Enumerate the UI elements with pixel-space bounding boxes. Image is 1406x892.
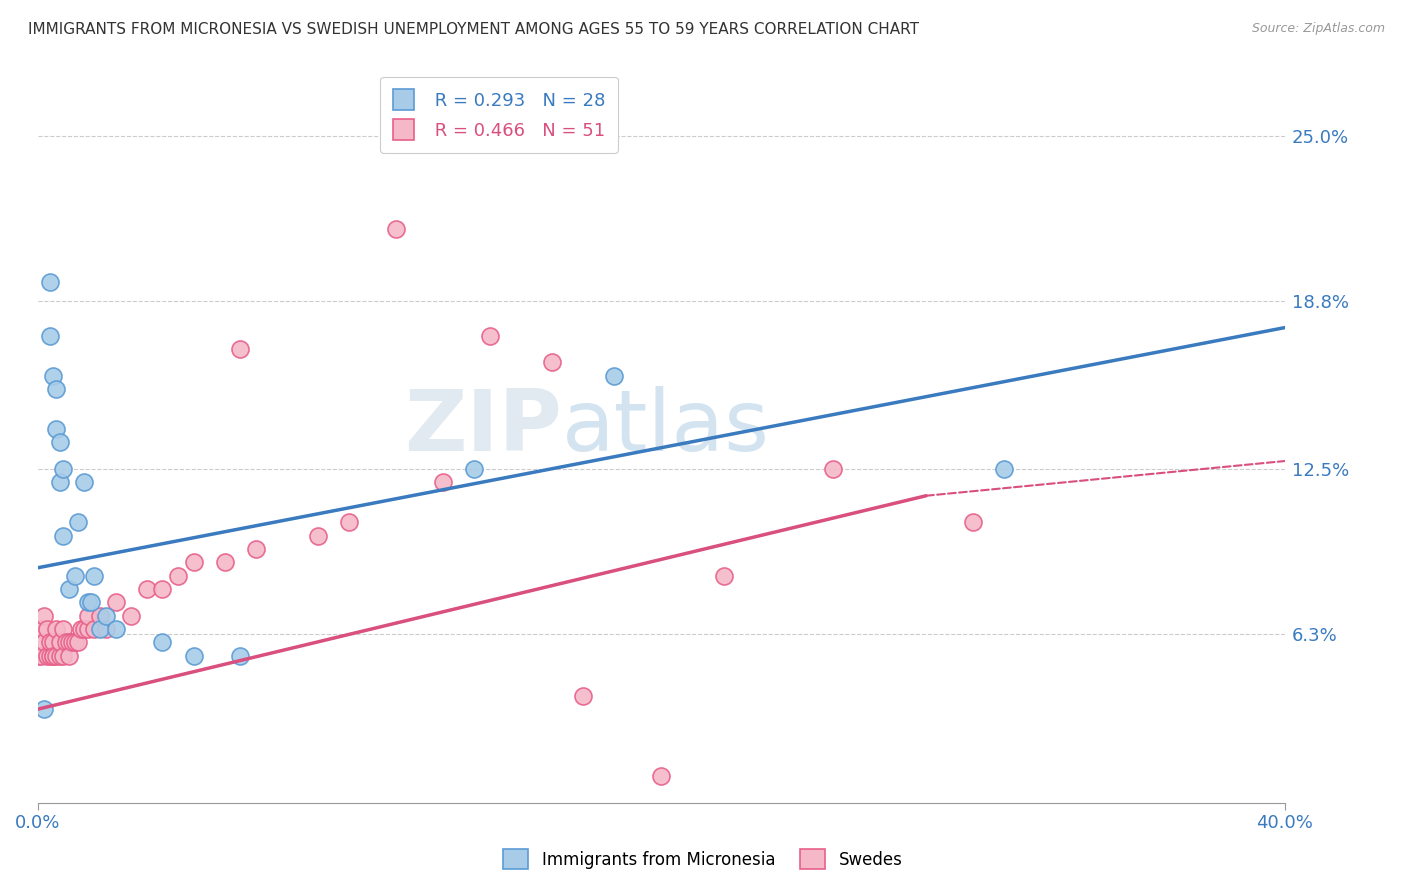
Text: IMMIGRANTS FROM MICRONESIA VS SWEDISH UNEMPLOYMENT AMONG AGES 55 TO 59 YEARS COR: IMMIGRANTS FROM MICRONESIA VS SWEDISH UN…: [28, 22, 920, 37]
Point: [35, 648, 58, 663]
Point: [104, 622, 127, 636]
Point: [463, 462, 485, 476]
Point: [39, 635, 62, 649]
Point: [96, 622, 118, 636]
Point: [120, 608, 142, 623]
Point: [993, 462, 1015, 476]
Point: [713, 569, 735, 583]
Point: [45, 422, 67, 436]
Point: [58, 635, 80, 649]
Point: [150, 582, 173, 596]
Point: [60, 635, 83, 649]
Point: [245, 542, 267, 557]
Point: [76, 595, 98, 609]
Point: [79, 595, 101, 609]
Point: [30, 648, 52, 663]
Point: [167, 569, 190, 583]
Point: [76, 622, 98, 636]
Legend: Immigrants from Micronesia, Swedes: Immigrants from Micronesia, Swedes: [494, 838, 912, 880]
Point: [73, 475, 96, 490]
Point: [52, 622, 75, 636]
Point: [89, 608, 111, 623]
Point: [73, 622, 96, 636]
Point: [58, 582, 80, 596]
Point: [48, 475, 70, 490]
Point: [42, 635, 65, 649]
Point: [150, 635, 173, 649]
Point: [104, 595, 127, 609]
Point: [962, 516, 984, 530]
Point: [30, 622, 52, 636]
Point: [214, 556, 236, 570]
Point: [45, 382, 67, 396]
Point: [52, 648, 75, 663]
Point: [650, 769, 672, 783]
Point: [67, 635, 90, 649]
Point: [52, 462, 75, 476]
Point: [63, 635, 86, 649]
Point: [45, 622, 67, 636]
Point: [96, 608, 118, 623]
Point: [76, 608, 98, 623]
Point: [32, 635, 55, 649]
Point: [229, 342, 252, 356]
Point: [821, 462, 844, 476]
Point: [67, 516, 90, 530]
Point: [478, 328, 501, 343]
Point: [135, 582, 157, 596]
Point: [45, 648, 67, 663]
Point: [32, 702, 55, 716]
Point: [432, 475, 454, 490]
Point: [55, 635, 77, 649]
Point: [48, 635, 70, 649]
Point: [42, 648, 65, 663]
Point: [541, 355, 564, 369]
Point: [83, 569, 105, 583]
Point: [339, 516, 361, 530]
Text: ZIP: ZIP: [404, 386, 561, 469]
Point: [603, 368, 626, 383]
Point: [63, 569, 86, 583]
Text: atlas: atlas: [561, 386, 769, 469]
Point: [48, 648, 70, 663]
Point: [183, 648, 205, 663]
Legend:  R = 0.293   N = 28,  R = 0.466   N = 51: R = 0.293 N = 28, R = 0.466 N = 51: [380, 77, 617, 153]
Point: [27, 648, 49, 663]
Point: [83, 622, 105, 636]
Point: [32, 608, 55, 623]
Point: [307, 529, 329, 543]
Point: [70, 622, 93, 636]
Point: [89, 622, 111, 636]
Point: [39, 328, 62, 343]
Point: [39, 648, 62, 663]
Point: [572, 689, 595, 703]
Point: [183, 556, 205, 570]
Point: [42, 648, 65, 663]
Point: [58, 648, 80, 663]
Text: Source: ZipAtlas.com: Source: ZipAtlas.com: [1251, 22, 1385, 36]
Point: [48, 435, 70, 450]
Point: [385, 222, 408, 236]
Point: [229, 648, 252, 663]
Point: [42, 368, 65, 383]
Point: [52, 529, 75, 543]
Point: [39, 275, 62, 289]
Point: [35, 622, 58, 636]
